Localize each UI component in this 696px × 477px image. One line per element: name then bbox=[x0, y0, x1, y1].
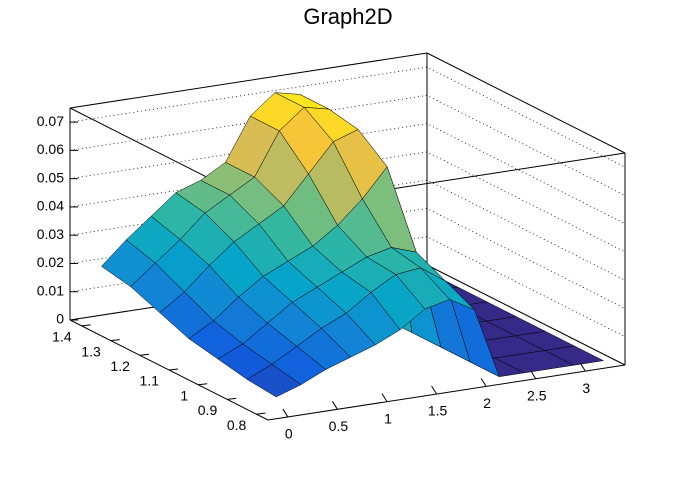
box-edge bbox=[426, 52, 626, 154]
x-tick bbox=[282, 408, 289, 418]
x-tick bbox=[381, 393, 388, 402]
y-tick bbox=[81, 324, 91, 327]
y-tick bbox=[139, 353, 149, 356]
y-tick-label: 1.1 bbox=[140, 373, 160, 389]
box-edge bbox=[69, 52, 428, 109]
z-tick-label: 0.03 bbox=[37, 226, 64, 242]
x-axis bbox=[267, 364, 626, 421]
x-tick-label: 2 bbox=[483, 395, 491, 411]
x-tick bbox=[579, 362, 586, 372]
x-tick bbox=[331, 401, 338, 410]
chart-title: Graph2D bbox=[303, 4, 392, 29]
y-tick bbox=[168, 368, 179, 371]
x-tick-label: 3 bbox=[582, 380, 590, 396]
y-tick-label: 0.8 bbox=[227, 417, 247, 433]
x-tick-label: 1 bbox=[384, 410, 392, 426]
y-tick bbox=[227, 397, 237, 400]
x-tick bbox=[530, 370, 537, 380]
y-tick bbox=[256, 412, 266, 415]
grid-line bbox=[69, 123, 626, 225]
z-tick-label: 0 bbox=[56, 311, 64, 327]
x-tick-label: 0 bbox=[285, 426, 293, 442]
x-tick bbox=[431, 385, 438, 395]
x-tick-label: 2.5 bbox=[527, 387, 547, 403]
y-tick bbox=[110, 339, 120, 342]
z-tick-label: 0.04 bbox=[37, 198, 64, 214]
x-tick-label: 0.5 bbox=[329, 418, 349, 434]
y-tick-label: 0.9 bbox=[198, 402, 218, 418]
x-tick-label: 1.5 bbox=[428, 403, 448, 419]
y-tick-label: 1 bbox=[180, 387, 188, 403]
z-tick-label: 0.05 bbox=[37, 169, 64, 185]
grid-line bbox=[69, 66, 626, 168]
z-tick-label: 0.07 bbox=[37, 113, 64, 129]
z-tick-label: 0.06 bbox=[37, 141, 64, 157]
y-tick-label: 1.2 bbox=[110, 358, 130, 374]
y-tick-label: 1.4 bbox=[52, 329, 72, 345]
surface-cell bbox=[246, 363, 302, 398]
z-tick-label: 0.02 bbox=[37, 254, 64, 270]
y-tick bbox=[198, 383, 208, 386]
y-tick-label: 1.3 bbox=[81, 343, 101, 359]
z-tick-label: 0.01 bbox=[37, 282, 64, 298]
x-tick bbox=[480, 378, 487, 387]
grid-line bbox=[69, 94, 626, 196]
